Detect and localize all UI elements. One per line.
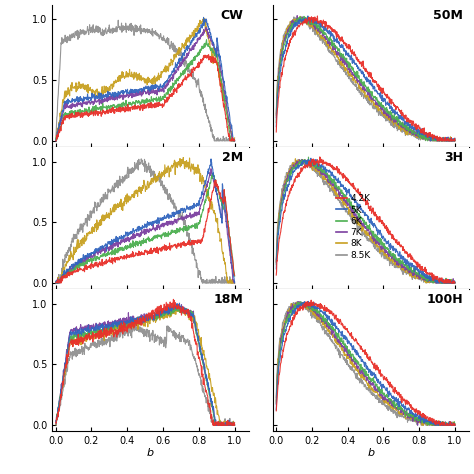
Legend: 4.2K, 5K, 6K, 7K, 8K, 8.5K: 4.2K, 5K, 6K, 7K, 8K, 8.5K xyxy=(332,191,374,263)
Text: CW: CW xyxy=(220,9,243,22)
Text: 50M: 50M xyxy=(434,9,464,22)
X-axis label: b: b xyxy=(147,447,154,457)
Text: 100H: 100H xyxy=(427,293,464,306)
Text: 18M: 18M xyxy=(213,293,243,306)
Text: 3H: 3H xyxy=(444,151,464,164)
Text: 2M: 2M xyxy=(222,151,243,164)
X-axis label: b: b xyxy=(367,447,374,457)
